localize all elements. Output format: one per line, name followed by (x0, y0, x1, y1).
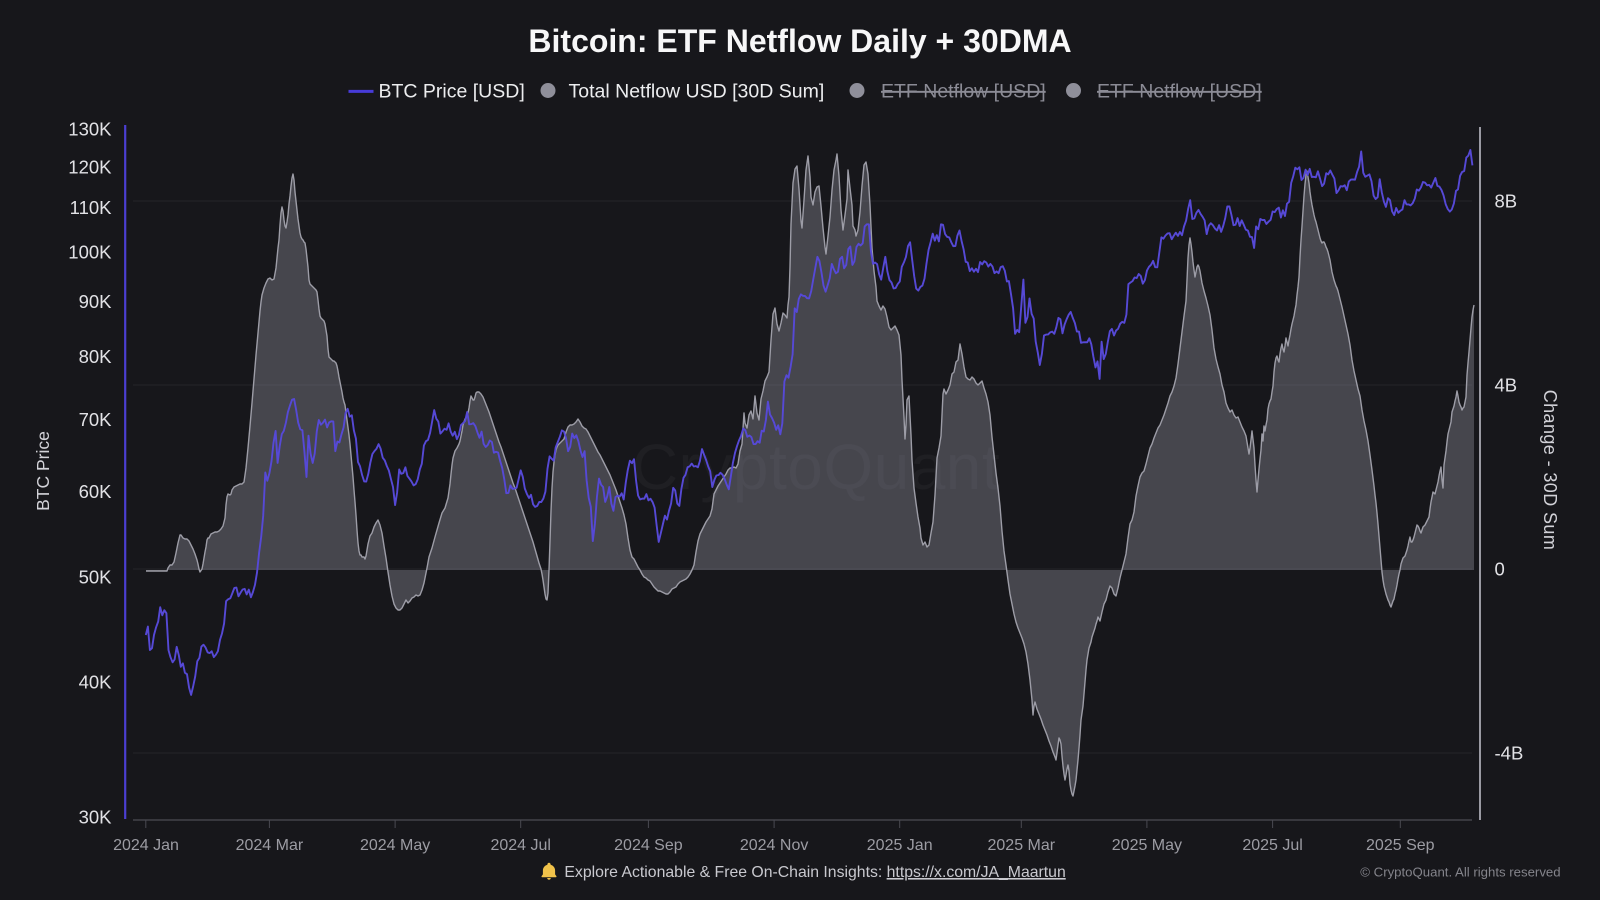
svg-text:Total Netflow USD [30D Sum]: Total Netflow USD [30D Sum] (569, 81, 825, 103)
svg-text:© CryptoQuant. All rights rese: © CryptoQuant. All rights reserved (1360, 865, 1560, 880)
svg-text:100K: 100K (68, 242, 112, 263)
svg-text:2024 May: 2024 May (360, 837, 430, 854)
svg-text:130K: 130K (68, 119, 112, 140)
svg-text:4B: 4B (1495, 375, 1518, 396)
svg-text:2025 Mar: 2025 Mar (988, 837, 1056, 854)
svg-text:110K: 110K (70, 197, 112, 218)
svg-text:2024 Sep: 2024 Sep (614, 837, 683, 854)
svg-text:2025 Jan: 2025 Jan (867, 837, 933, 854)
svg-text:60K: 60K (79, 481, 113, 502)
svg-text:-4B: -4B (1495, 743, 1524, 764)
svg-text:50K: 50K (79, 567, 113, 588)
svg-text:2024 Jul: 2024 Jul (490, 837, 551, 854)
svg-text:2024 Nov: 2024 Nov (740, 837, 809, 854)
svg-text:2024 Mar: 2024 Mar (236, 837, 304, 854)
svg-text:Change - 30D Sum: Change - 30D Sum (1540, 390, 1560, 550)
svg-text:BTC Price: BTC Price (33, 431, 53, 511)
svg-text:30K: 30K (79, 807, 113, 828)
svg-text:ETF Netflow [USD]: ETF Netflow [USD] (1097, 81, 1262, 103)
svg-text:Explore Actionable & Free On-C: Explore Actionable & Free On-Chain Insig… (564, 864, 1065, 881)
svg-text:40K: 40K (79, 672, 113, 693)
svg-text:2024 Jan: 2024 Jan (113, 837, 179, 854)
svg-text:0: 0 (1495, 559, 1505, 580)
svg-text:2025 Jul: 2025 Jul (1242, 837, 1303, 854)
svg-text:Bitcoin: ETF Netflow Daily + 3: Bitcoin: ETF Netflow Daily + 30DMA (528, 23, 1071, 59)
svg-text:2025 Sep: 2025 Sep (1366, 837, 1435, 854)
svg-text:80K: 80K (79, 346, 113, 367)
svg-text:2025 May: 2025 May (1112, 837, 1182, 854)
svg-text:ETF Netflow [USD]: ETF Netflow [USD] (881, 81, 1046, 103)
svg-text:120K: 120K (68, 157, 112, 178)
svg-text:90K: 90K (79, 291, 113, 312)
svg-text:8B: 8B (1495, 191, 1518, 212)
svg-text:BTC Price [USD]: BTC Price [USD] (379, 81, 525, 103)
svg-text:70K: 70K (79, 409, 113, 430)
